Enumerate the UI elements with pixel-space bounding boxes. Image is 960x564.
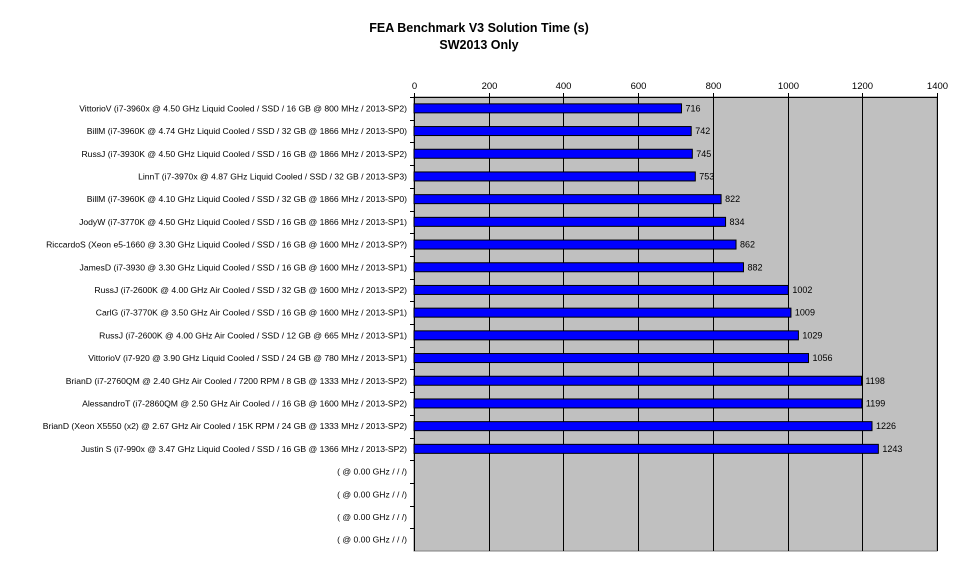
bar <box>413 103 682 114</box>
category-label: Justin S (i7-990x @ 3.47 GHz Liquid Cool… <box>81 444 407 454</box>
category-label: CarlG (i7-3770K @ 3.50 GHz Air Cooled / … <box>96 308 407 318</box>
bar <box>413 194 722 205</box>
bar <box>413 171 696 182</box>
bar <box>413 284 789 295</box>
x-tick-label: 1000 <box>778 81 799 92</box>
bar-value-label: 882 <box>747 262 762 272</box>
bar <box>413 353 809 364</box>
bar-value-label: 1029 <box>802 330 822 340</box>
bar-value-label: 1198 <box>866 376 885 386</box>
category-label: ( @ 0.00 GHz / / /) <box>337 489 407 499</box>
bar <box>413 375 863 386</box>
chart-title: FEA Benchmark V3 Solution Time (s) <box>369 21 589 35</box>
bar-value-label: 1243 <box>882 444 902 454</box>
category-label: AlessandroT (i7-2860QM @ 2.50 GHz Air Co… <box>82 398 407 408</box>
category-label: BillM (i7-3960K @ 4.74 GHz Liquid Cooled… <box>87 126 407 136</box>
x-axis-tick-labels: 0 200 400 600 800 1000 1200 1400 <box>412 81 948 92</box>
x-tick-label: 1400 <box>927 81 948 92</box>
category-label: LinnT (i7-3970x @ 4.87 GHz Liquid Cooled… <box>138 171 407 181</box>
category-label: RussJ (i7-2600K @ 4.00 GHz Air Cooled / … <box>94 285 407 295</box>
category-label: RussJ (i7-3930K @ 4.50 GHz Liquid Cooled… <box>81 149 407 159</box>
bar-value-label: 745 <box>696 149 711 159</box>
category-label: ( @ 0.00 GHz / / /) <box>337 467 407 477</box>
category-label: RussJ (i7-2600K @ 4.00 GHz Air Cooled / … <box>99 330 407 340</box>
chart-subtitle: SW2013 Only <box>439 38 518 52</box>
category-label: BillM (i7-3960K @ 4.10 GHz Liquid Cooled… <box>87 194 407 204</box>
bar-value-label: 1199 <box>866 398 885 408</box>
plot-area <box>413 96 938 552</box>
bar-value-label: 1009 <box>795 308 815 318</box>
x-tick-label: 600 <box>631 81 647 92</box>
bar-value-label: 742 <box>695 126 710 136</box>
category-label: BrianD (Xeon X5550 (x2) @ 2.67 GHz Air C… <box>43 421 407 431</box>
bar <box>413 239 737 250</box>
bar-value-label: 862 <box>740 240 755 250</box>
bar-value-label: 822 <box>725 194 740 204</box>
category-label: VittorioV (i7-3960x @ 4.50 GHz Liquid Co… <box>79 103 407 113</box>
bar-value-label: 1226 <box>876 421 896 431</box>
x-tick-label: 200 <box>482 81 498 92</box>
bar-value-label: 716 <box>685 103 700 113</box>
bars <box>413 103 879 454</box>
bar-value-label: 753 <box>699 171 714 181</box>
category-label: ( @ 0.00 GHz / / /) <box>337 512 407 522</box>
x-tick-label: 800 <box>706 81 722 92</box>
category-label: ( @ 0.00 GHz / / /) <box>337 535 407 545</box>
category-label: VittorioV (i7-920 @ 3.90 GHz Liquid Cool… <box>88 353 407 363</box>
category-label: JodyW (i7-3770K @ 4.50 GHz Liquid Cooled… <box>79 217 407 227</box>
category-label: BrianD (i7-2760QM @ 2.40 GHz Air Cooled … <box>66 376 407 386</box>
bar <box>413 262 744 273</box>
x-tick-label: 1200 <box>852 81 873 92</box>
x-tick-label: 400 <box>556 81 572 92</box>
bar-value-label: 1056 <box>812 353 832 363</box>
bar <box>413 148 693 159</box>
category-label: RiccardoS (Xeon e5-1660 @ 3.30 GHz Liqui… <box>46 240 407 250</box>
bar <box>413 330 799 341</box>
category-labels: VittorioV (i7-3960x @ 4.50 GHz Liquid Co… <box>43 103 407 544</box>
bar <box>413 216 727 227</box>
bar <box>413 421 873 432</box>
bar-value-label: 1002 <box>792 285 812 295</box>
data-labels: 716 742 745 753 822 834 862 882 1002 1009 1029 1056… <box>685 103 902 454</box>
bar <box>413 443 879 454</box>
x-tick-label: 0 <box>412 81 417 92</box>
bar <box>413 126 692 137</box>
category-label: JamesD (i7-3930 @ 3.30 GHz Liquid Cooled… <box>80 262 408 272</box>
bar-value-label: 834 <box>730 217 745 227</box>
bar <box>413 307 792 318</box>
bar <box>413 398 863 409</box>
